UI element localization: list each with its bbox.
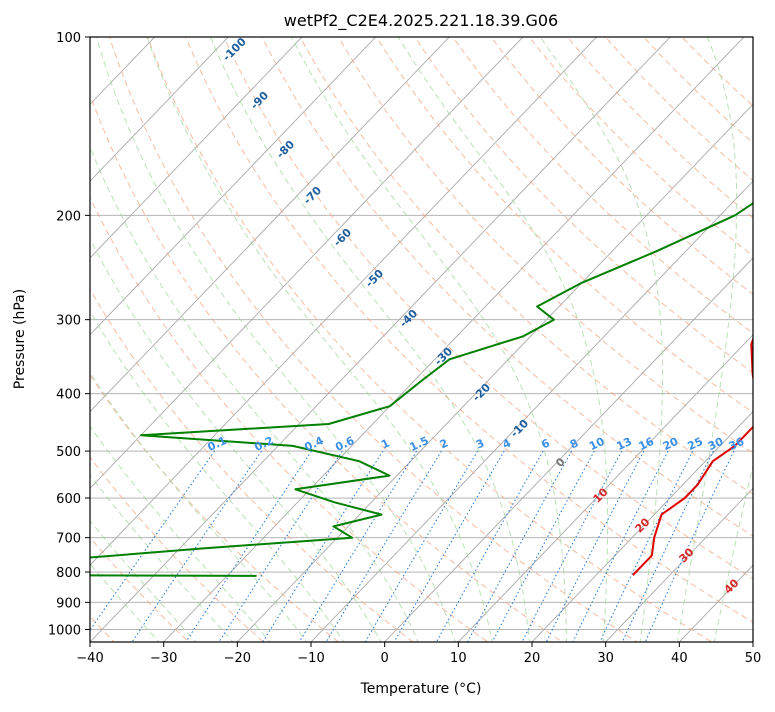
x-tick-label: −10 [297, 651, 324, 666]
x-tick-label: −30 [150, 651, 177, 666]
y-tick-label: 800 [56, 566, 81, 581]
y-tick-label: 700 [56, 532, 81, 547]
y-tick-label: 500 [56, 445, 81, 460]
y-tick-label: 600 [56, 492, 81, 507]
y-tick-label: 200 [56, 209, 81, 224]
y-tick-label: 400 [56, 388, 81, 403]
x-tick-label: 40 [671, 651, 688, 666]
y-tick-label: 900 [56, 596, 81, 611]
y-tick-label: 300 [56, 314, 81, 329]
y-axis-label: Pressure (hPa) [12, 289, 28, 389]
x-tick-label: −20 [224, 651, 251, 666]
x-tick-label: 0 [381, 651, 389, 666]
x-tick-label: 10 [450, 651, 467, 666]
x-tick-label: 20 [524, 651, 541, 666]
chart-title: wetPf2_C2E4.2025.221.18.39.G06 [284, 11, 558, 31]
x-axis-label: Temperature (°C) [360, 681, 482, 697]
y-tick-label: 100 [56, 31, 81, 46]
x-tick-label: 30 [597, 651, 614, 666]
x-tick-label: −40 [76, 651, 103, 666]
x-tick-label: 50 [745, 651, 762, 666]
y-tick-label: 1000 [48, 623, 81, 638]
